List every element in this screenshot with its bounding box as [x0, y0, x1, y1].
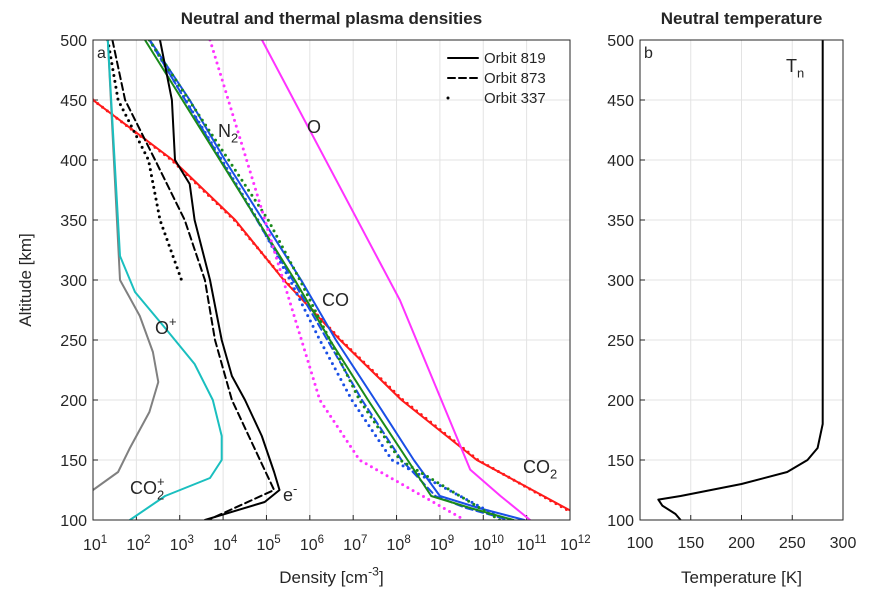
x-tick-label: 10	[170, 537, 188, 554]
x-axis-label: -3	[368, 564, 379, 578]
curve-label: +	[169, 314, 177, 329]
x-tick-label: 150	[677, 535, 704, 552]
y-tick-label: 150	[607, 453, 634, 470]
profile-curve	[147, 40, 502, 520]
y-tick-label: 200	[60, 393, 87, 410]
y-axis-label: Altitude [km]	[16, 233, 35, 327]
curve-label: -	[293, 481, 297, 496]
curve-label: O	[155, 318, 169, 338]
x-tick-label: 200	[728, 535, 755, 552]
x-tick-label: 10	[83, 537, 101, 554]
chart-title: Neutral and thermal plasma densities	[181, 9, 482, 28]
profile-curve	[106, 40, 223, 520]
profile-curve	[208, 40, 466, 520]
series-group	[93, 40, 570, 520]
y-tick-label: 100	[60, 513, 87, 530]
legend-label: Orbit 873	[484, 70, 546, 87]
x-tick-label: 2	[144, 534, 150, 546]
plot-frame	[92, 39, 571, 521]
y-tick-label: 500	[607, 33, 634, 50]
x-tick-label: 10	[256, 537, 274, 554]
curve-label: +	[157, 474, 165, 489]
x-tick-label: 10	[213, 537, 231, 554]
x-tick-label: 10	[517, 537, 535, 554]
x-tick-label: 10	[430, 537, 448, 554]
profile-curve	[261, 40, 532, 520]
profile-curve	[93, 40, 160, 491]
y-tick-label: 500	[60, 33, 87, 50]
profile-curve	[148, 40, 526, 520]
profile-curve	[111, 40, 276, 520]
x-axis-label: Temperature [K]	[681, 568, 802, 587]
x-tick-label: 3	[188, 534, 194, 546]
y-tick-label: 100	[607, 513, 634, 530]
curve-label: e	[283, 485, 293, 505]
y-tick-label: 300	[607, 273, 634, 290]
y-tick-label: 350	[60, 213, 87, 230]
curve-label: T	[786, 56, 797, 76]
chart-title: Neutral temperature	[661, 9, 823, 28]
series-group	[657, 40, 824, 520]
x-tick-label: 7	[361, 534, 367, 546]
x-tick-label: 9	[448, 534, 454, 546]
x-tick-label: 10	[473, 537, 491, 554]
panel-label: a	[97, 45, 106, 62]
profile-curve	[159, 40, 281, 520]
x-tick-label: 10	[387, 537, 405, 554]
curve-label: 2	[231, 130, 238, 145]
curve-label: 2	[550, 466, 557, 481]
x-tick-label: 250	[779, 535, 806, 552]
curve-label: 2	[157, 487, 164, 502]
x-tick-label: 11	[534, 534, 546, 546]
y-tick-label: 400	[607, 153, 634, 170]
legend-label: Orbit 337	[484, 90, 546, 107]
x-tick-label: 10	[560, 537, 578, 554]
x-tick-label: 10	[300, 537, 318, 554]
x-tick-label: 10	[126, 537, 144, 554]
x-tick-label: 10	[343, 537, 361, 554]
profile-curve	[657, 40, 824, 520]
x-tick-label: 6	[318, 534, 324, 546]
profile-curve	[106, 40, 183, 282]
y-tick-label: 250	[607, 333, 634, 350]
x-tick-label: 12	[578, 534, 591, 546]
legend-label: Orbit 819	[484, 50, 546, 67]
plot-frame	[639, 39, 844, 521]
y-tick-label: 450	[607, 93, 634, 110]
curve-label: CO	[523, 457, 550, 477]
x-tick-label: 300	[830, 535, 857, 552]
y-tick-label: 200	[607, 393, 634, 410]
curve-label: n	[797, 65, 804, 80]
y-tick-label: 350	[607, 213, 634, 230]
x-axis-label: Density [cm	[279, 568, 368, 587]
y-tick-label: 300	[60, 273, 87, 290]
curve-label: N	[218, 121, 231, 141]
y-tick-label: 250	[60, 333, 87, 350]
curve-label: O	[307, 117, 321, 137]
y-tick-label: 150	[60, 453, 87, 470]
panel-label: b	[644, 45, 653, 62]
profile-curve	[144, 40, 515, 520]
x-tick-label: 1	[101, 534, 107, 546]
x-tick-label: 10	[491, 534, 504, 546]
x-tick-label: 100	[627, 535, 654, 552]
y-tick-label: 450	[60, 93, 87, 110]
x-tick-label: 8	[404, 534, 410, 546]
x-tick-label: 4	[231, 534, 238, 546]
curve-label: CO	[130, 478, 157, 498]
x-tick-label: 5	[274, 534, 280, 546]
x-axis-label: ]	[379, 568, 384, 587]
curve-label: CO	[322, 290, 349, 310]
y-tick-label: 400	[60, 153, 87, 170]
